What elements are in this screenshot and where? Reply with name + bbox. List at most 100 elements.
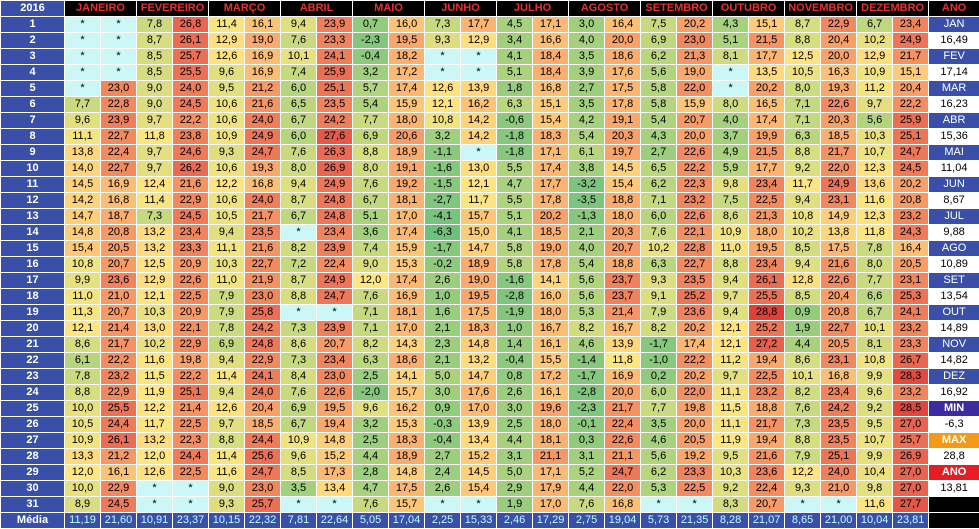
min-temp-cell: 11,4 — [137, 193, 173, 209]
max-temp-cell: 20,0 — [821, 49, 857, 65]
max-temp-cell: 23,2 — [677, 193, 713, 209]
min-temp-cell: 10,2 — [137, 337, 173, 353]
max-temp-cell: 22,8 — [101, 97, 137, 113]
min-temp-cell: 12,0 — [353, 273, 389, 289]
min-temp-cell: * — [65, 81, 101, 97]
max-temp-cell: 23,7 — [605, 273, 641, 289]
min-temp-cell: 11,0 — [209, 273, 245, 289]
max-temp-cell: 21,5 — [749, 33, 785, 49]
min-temp-cell: 10,8 — [425, 113, 461, 129]
min-temp-cell: 4,2 — [569, 113, 605, 129]
min-temp-cell: 3,4 — [497, 33, 533, 49]
day-number: 5 — [1, 81, 65, 97]
day-number: 3 — [1, 49, 65, 65]
max-temp-cell: 22,0 — [605, 481, 641, 497]
min-temp-cell: -1,3 — [569, 209, 605, 225]
min-temp-cell: 9,4 — [209, 385, 245, 401]
max-temp-cell: 22,5 — [749, 369, 785, 385]
max-temp-cell: 19,9 — [749, 129, 785, 145]
min-temp-cell: 5,0 — [497, 465, 533, 481]
max-temp-cell: 14,2 — [461, 129, 497, 145]
max-temp-cell: 17,4 — [677, 337, 713, 353]
max-temp-cell: 22,9 — [101, 481, 137, 497]
max-temp-cell: 19,4 — [749, 353, 785, 369]
min-temp-cell: 5,1 — [497, 65, 533, 81]
max-temp-cell: 23,1 — [821, 193, 857, 209]
min-temp-cell: 10,6 — [209, 193, 245, 209]
max-temp-cell: 18,9 — [389, 449, 425, 465]
min-temp-cell: 9,5 — [209, 81, 245, 97]
min-temp-cell: 4,6 — [569, 337, 605, 353]
max-temp-cell: 14,1 — [533, 273, 569, 289]
max-temp-cell: 23,9 — [317, 241, 353, 257]
min-temp-cell: 10,3 — [137, 305, 173, 321]
min-temp-cell: -1,1 — [425, 145, 461, 161]
max-temp-cell: 28,3 — [893, 369, 929, 385]
min-temp-cell: 6,9 — [281, 401, 317, 417]
day-number: 13 — [1, 209, 65, 225]
max-temp-cell: 15,7 — [389, 385, 425, 401]
min-temp-cell: -0,2 — [425, 257, 461, 273]
min-temp-cell: * — [425, 497, 461, 513]
min-temp-cell: 6,0 — [281, 129, 317, 145]
summary-value: -6,3 — [929, 417, 979, 433]
max-temp-cell: 25,7 — [173, 49, 209, 65]
max-temp-cell: 24,7 — [605, 465, 641, 481]
min-temp-cell: 7,8 — [209, 321, 245, 337]
month-header: JANEIRO — [65, 1, 137, 17]
min-temp-cell: 8,2 — [281, 241, 317, 257]
max-temp-cell: 17,7 — [749, 161, 785, 177]
max-temp-cell: 21,2 — [101, 449, 137, 465]
min-temp-cell: 5,4 — [569, 257, 605, 273]
max-temp-cell: 16,8 — [245, 177, 281, 193]
min-temp-cell: 4,4 — [569, 481, 605, 497]
max-temp-cell: 14,9 — [821, 209, 857, 225]
summary-value: 11,04 — [929, 161, 979, 177]
min-temp-cell: 7,6 — [353, 177, 389, 193]
min-temp-cell: 7,3 — [281, 353, 317, 369]
max-temp-cell: 24,2 — [317, 113, 353, 129]
max-temp-cell: 17,7 — [461, 17, 497, 33]
min-temp-cell: -1,9 — [497, 305, 533, 321]
max-temp-cell: 22,6 — [605, 433, 641, 449]
min-temp-cell: 9,6 — [209, 65, 245, 81]
min-temp-cell: 11,1 — [209, 241, 245, 257]
max-temp-cell: 14,7 — [461, 241, 497, 257]
min-temp-cell: 5,8 — [641, 81, 677, 97]
max-temp-cell: 26,9 — [893, 449, 929, 465]
min-temp-cell: 9,2 — [713, 481, 749, 497]
year-header: 2016 — [1, 1, 65, 17]
min-temp-cell: 10,8 — [65, 257, 101, 273]
max-temp-cell: 22,0 — [677, 385, 713, 401]
min-temp-cell: 1,0 — [425, 289, 461, 305]
min-temp-cell: 9,3 — [209, 145, 245, 161]
max-temp-cell: 27,7 — [893, 497, 929, 513]
min-temp-cell: 10,6 — [209, 113, 245, 129]
min-temp-cell: 7,1 — [785, 113, 821, 129]
max-temp-cell: 24,0 — [821, 465, 857, 481]
media-value: 19,04 — [605, 513, 641, 529]
min-temp-cell: 8,5 — [281, 465, 317, 481]
min-temp-cell: 2,7 — [425, 449, 461, 465]
max-temp-cell: 15,1 — [893, 65, 929, 81]
min-temp-cell: 9,7 — [209, 417, 245, 433]
max-temp-cell: 25,1 — [821, 449, 857, 465]
max-temp-cell: 22,2 — [677, 353, 713, 369]
min-temp-cell: 14,8 — [65, 225, 101, 241]
max-temp-cell: 17,5 — [821, 241, 857, 257]
max-temp-cell: 21,0 — [821, 481, 857, 497]
min-temp-cell: 8,8 — [785, 33, 821, 49]
min-temp-cell: 10,1 — [785, 369, 821, 385]
max-temp-cell: 22,5 — [173, 417, 209, 433]
summary-label: JUN — [929, 177, 979, 193]
max-temp-cell: * — [101, 65, 137, 81]
max-temp-cell: 16,9 — [605, 369, 641, 385]
min-temp-cell: 8,6 — [65, 337, 101, 353]
max-temp-cell: 20,2 — [677, 17, 713, 33]
max-temp-cell: 18,4 — [533, 65, 569, 81]
min-temp-cell: 8,8 — [209, 433, 245, 449]
